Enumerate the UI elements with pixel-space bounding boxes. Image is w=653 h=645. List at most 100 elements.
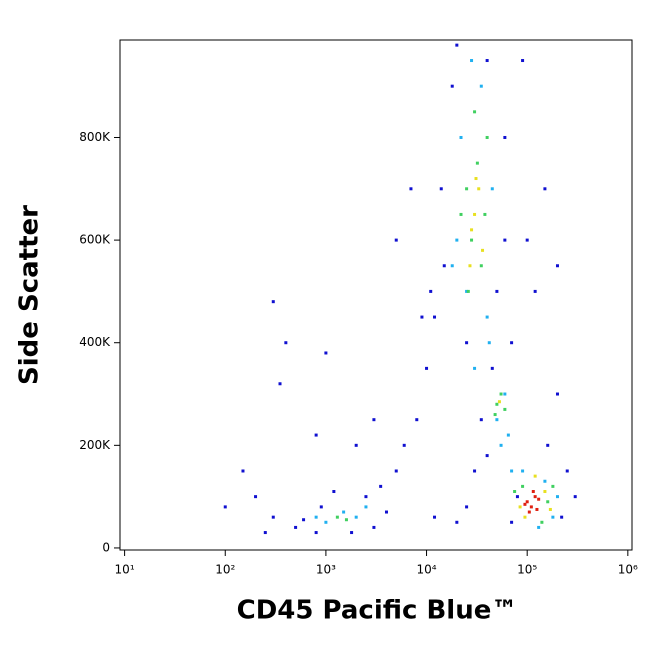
point	[241, 469, 245, 473]
point	[503, 392, 507, 396]
point	[510, 520, 514, 524]
x-tick-label: 10⁵	[517, 563, 537, 577]
point	[546, 443, 550, 447]
point	[490, 366, 494, 370]
point	[324, 520, 328, 524]
point	[503, 238, 507, 242]
point	[521, 469, 525, 473]
point	[470, 238, 474, 242]
point	[470, 228, 474, 232]
point	[475, 161, 479, 165]
point	[533, 289, 537, 293]
point	[415, 418, 419, 422]
point	[555, 264, 559, 268]
point	[535, 507, 539, 511]
point	[513, 490, 517, 494]
point	[474, 177, 478, 181]
point	[483, 212, 487, 216]
y-tick-label: 800K	[79, 130, 111, 144]
point	[495, 402, 499, 406]
point	[433, 315, 437, 319]
point	[223, 505, 227, 509]
point	[465, 505, 469, 509]
point	[565, 469, 569, 473]
point	[477, 187, 481, 191]
point	[354, 515, 358, 519]
point	[254, 495, 258, 499]
point	[319, 505, 323, 509]
point	[271, 300, 275, 304]
point	[394, 469, 398, 473]
point	[439, 187, 443, 191]
point	[420, 315, 424, 319]
x-tick-label: 10⁴	[416, 563, 436, 577]
point	[481, 248, 485, 252]
point	[354, 443, 358, 447]
point	[263, 531, 267, 535]
points	[223, 43, 577, 535]
point	[364, 505, 368, 509]
x-tick-label: 10¹	[115, 563, 135, 577]
point	[533, 495, 537, 499]
point	[523, 515, 527, 519]
point	[540, 520, 544, 524]
point	[271, 515, 275, 519]
x-tick-label: 10⁶	[618, 563, 638, 577]
y-tick-label: 0	[102, 540, 110, 554]
point	[493, 413, 497, 417]
point	[455, 520, 459, 524]
point	[402, 443, 406, 447]
point	[442, 264, 446, 268]
point	[364, 495, 368, 499]
point	[521, 484, 525, 488]
point	[497, 400, 501, 404]
point	[302, 518, 306, 522]
point	[479, 418, 483, 422]
point	[465, 187, 469, 191]
point	[573, 495, 577, 499]
point	[459, 212, 463, 216]
point	[495, 289, 499, 293]
point	[551, 484, 555, 488]
point	[546, 500, 550, 504]
point	[450, 264, 454, 268]
point	[533, 474, 537, 478]
point	[506, 433, 510, 437]
point	[433, 515, 437, 519]
point	[485, 454, 489, 458]
x-tick-label: 10³	[316, 563, 336, 577]
point	[510, 341, 514, 345]
point	[495, 418, 499, 422]
point	[525, 500, 529, 504]
point	[314, 433, 318, 437]
point	[485, 59, 489, 63]
point	[465, 341, 469, 345]
point	[510, 469, 514, 473]
point	[548, 507, 552, 511]
point	[335, 515, 339, 519]
point	[470, 59, 474, 63]
point	[350, 531, 354, 535]
point	[342, 510, 346, 514]
x-tick-label: 10²	[215, 563, 235, 577]
point	[314, 531, 318, 535]
x-axis-title: CD45 Pacific Blue™	[237, 596, 518, 626]
point	[466, 289, 470, 293]
point	[521, 59, 525, 63]
point	[468, 264, 472, 268]
plot-frame	[119, 39, 633, 551]
point	[490, 187, 494, 191]
point	[450, 84, 454, 88]
point	[487, 341, 491, 345]
point	[499, 392, 503, 396]
point	[473, 366, 477, 370]
point	[523, 502, 527, 506]
point	[529, 505, 533, 509]
point	[284, 341, 288, 345]
point	[537, 525, 541, 529]
point	[409, 187, 413, 191]
y-tick-label: 400K	[79, 335, 111, 349]
point	[455, 43, 459, 47]
